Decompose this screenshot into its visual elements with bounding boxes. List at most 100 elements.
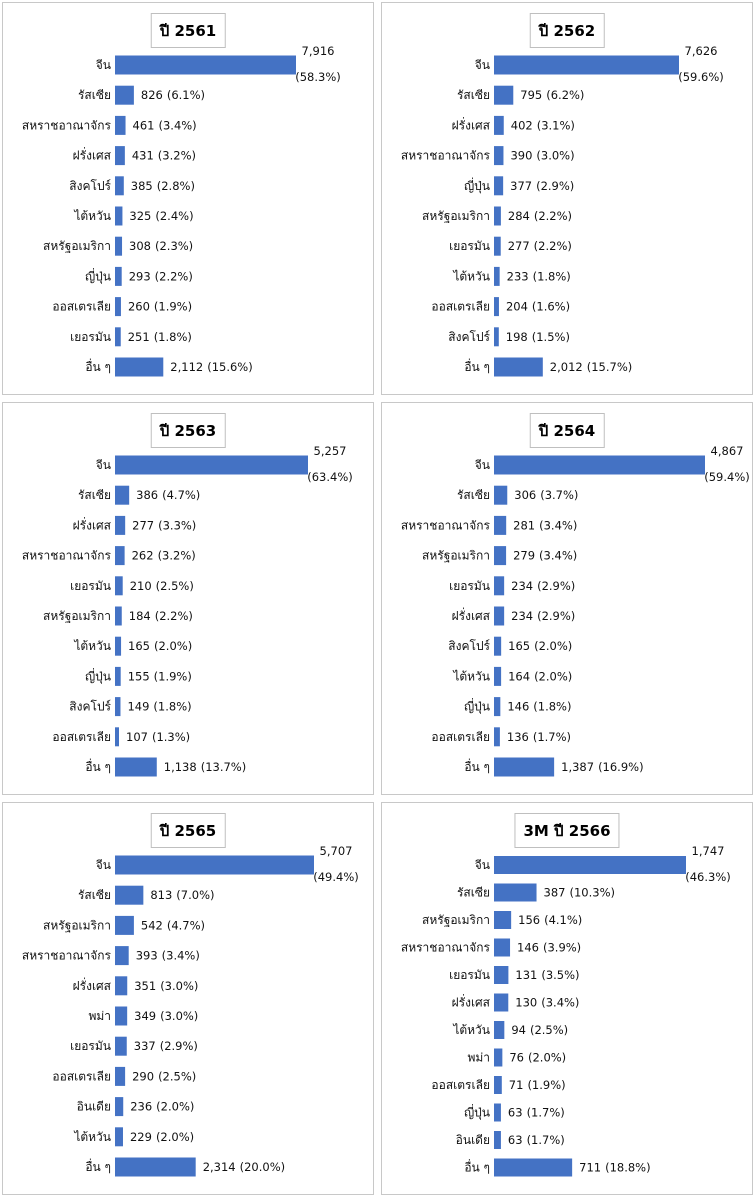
percent-label: (2.2%)	[155, 609, 193, 623]
bar	[115, 976, 128, 996]
value-label: 711	[579, 1161, 601, 1175]
percent-label: (46.3%)	[685, 870, 731, 884]
bar	[494, 115, 504, 135]
value-label: 234	[511, 609, 533, 623]
category-label: สิงคโปร์	[448, 639, 490, 653]
category-label: เยอรมัน	[449, 239, 490, 253]
category-label: สหราชอาณาจักร	[401, 941, 491, 955]
percent-label: (1.3%)	[152, 730, 190, 744]
bar-chart: จีน 5,707 (49.4%) รัสเซีย 813 (7.0%) สหรัฐอเมร…	[22, 844, 359, 1177]
data-label: 198 (1.5%)	[506, 330, 570, 344]
percent-label: (2.2%)	[155, 269, 193, 283]
percent-label: (3.4%)	[158, 118, 196, 132]
value-label: 377	[510, 179, 532, 193]
category-label: ญี่ปุ่น	[464, 177, 490, 194]
category-label: รัสเซีย	[457, 886, 490, 900]
category-label: พม่า	[88, 1009, 111, 1023]
bar	[494, 485, 508, 505]
data-label: 229 (2.0%)	[130, 1130, 194, 1144]
value-label: 5,707	[320, 844, 353, 858]
bar	[115, 855, 314, 875]
bar	[494, 666, 502, 686]
bar	[115, 885, 144, 905]
value-label: 1,138	[164, 760, 197, 774]
category-label: สหรัฐอเมริกา	[43, 609, 111, 623]
value-label: 461	[133, 118, 155, 132]
data-label: 204 (1.6%)	[506, 300, 570, 314]
bar	[115, 176, 124, 196]
category-label: จีน	[475, 458, 490, 472]
value-label: 277	[132, 518, 154, 532]
category-label: ไต้หวัน	[73, 639, 111, 653]
data-label: 431 (3.2%)	[132, 149, 196, 163]
data-label: 251 (1.8%)	[128, 330, 192, 344]
data-label: 131 (3.5%)	[515, 968, 579, 982]
data-label: 1,387 (16.9%)	[561, 760, 643, 774]
category-label: ญี่ปุ่น	[85, 667, 111, 684]
category-label: ออสเตรเลีย	[52, 1069, 111, 1083]
bar	[115, 636, 122, 656]
bar	[115, 236, 123, 256]
data-label: 277 (3.3%)	[132, 518, 196, 532]
value-label: 229	[130, 1130, 152, 1144]
bar	[115, 206, 123, 226]
category-label: ฝรั่งเศส	[452, 607, 491, 623]
bar	[115, 1006, 128, 1026]
value-label: 149	[127, 700, 149, 714]
value-label: 390	[510, 149, 532, 163]
bar	[115, 146, 125, 166]
chart-panel-2566-3m: 3M ปี 2566 จีน 1,747 (46.3%) รัสเซีย 387 (10.…	[381, 802, 753, 1195]
data-label: 94 (2.5%)	[511, 1023, 568, 1037]
percent-label: (1.8%)	[153, 700, 191, 714]
percent-label: (2.4%)	[155, 209, 193, 223]
data-label: 385 (2.8%)	[131, 179, 195, 193]
chart-title: ปี 2563	[150, 413, 226, 448]
category-label: ไต้หวัน	[452, 669, 490, 683]
percent-label: (4.1%)	[544, 913, 582, 927]
bar	[494, 1076, 502, 1094]
percent-label: (3.0%)	[536, 149, 574, 163]
bar	[494, 966, 509, 984]
data-label: 156 (4.1%)	[518, 913, 582, 927]
value-label: 4,867	[711, 444, 744, 458]
value-label: 387	[544, 886, 566, 900]
category-label: เยอรมัน	[449, 968, 490, 982]
bar	[494, 856, 686, 874]
value-label: 325	[129, 209, 151, 223]
value-label: 826	[141, 88, 163, 102]
bar	[494, 515, 507, 535]
bar	[115, 1036, 127, 1056]
data-label: 260 (1.9%)	[128, 300, 192, 314]
percent-label: (2.5%)	[156, 579, 194, 593]
percent-label: (3.4%)	[539, 518, 577, 532]
category-label: ญี่ปุ่น	[464, 698, 490, 715]
percent-label: (2.2%)	[534, 239, 572, 253]
bar	[494, 883, 537, 902]
percent-label: (1.5%)	[532, 330, 570, 344]
percent-label: (4.7%)	[167, 918, 205, 932]
value-label: 337	[134, 1039, 156, 1053]
data-label: 284 (2.2%)	[508, 209, 572, 223]
data-label: 234 (2.9%)	[511, 579, 575, 593]
percent-label: (15.7%)	[587, 360, 633, 374]
percent-label: (2.2%)	[534, 209, 572, 223]
category-label: เยอรมัน	[449, 579, 490, 593]
percent-label: (20.0%)	[240, 1160, 286, 1174]
bar	[115, 297, 121, 317]
data-label: 813 (7.0%)	[150, 888, 214, 902]
value-label: 2,112	[170, 360, 203, 374]
percent-label: (1.9%)	[527, 1078, 565, 1092]
bar	[494, 206, 501, 226]
chart-title: ปี 2561	[150, 13, 226, 48]
percent-label: (1.7%)	[527, 1133, 565, 1147]
value-label: 131	[515, 968, 537, 982]
value-label: 306	[514, 488, 536, 502]
data-label: 351 (3.0%)	[134, 979, 198, 993]
bar-chart: จีน 7,626 (59.6%) รัสเซีย 795 (6.2%) ฝรั่งเศส 4…	[401, 44, 724, 377]
percent-label: (3.2%)	[158, 149, 196, 163]
bar	[115, 515, 126, 535]
category-label: รัสเซีย	[78, 88, 111, 102]
category-label: อื่น ๆ	[464, 1159, 490, 1175]
percent-label: (7.0%)	[176, 888, 214, 902]
value-label: 164	[508, 669, 530, 683]
